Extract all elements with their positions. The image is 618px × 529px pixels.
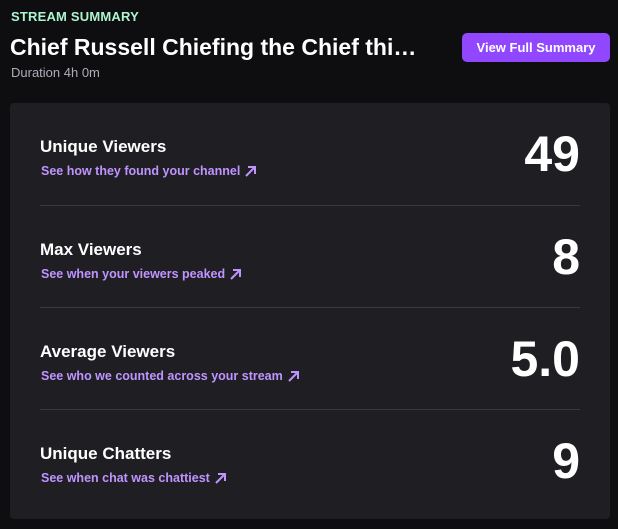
eyebrow: STREAM SUMMARY (11, 9, 139, 24)
stat-row: Max Viewers See when your viewers peaked 8 (40, 205, 580, 307)
stream-title: Chief Russell Chiefing the Chief thi… (10, 34, 417, 60)
stat-value: 49 (524, 126, 580, 182)
stat-link[interactable]: See how they found your channel (41, 164, 257, 178)
external-arrow-icon (288, 370, 299, 382)
stat-row: Average Viewers See who we counted across… (40, 307, 580, 409)
stat-link-text[interactable]: See when chat was chattiest (41, 471, 210, 485)
stat-label: Max Viewers (40, 240, 142, 259)
stat-link-text[interactable]: See when your viewers peaked (41, 267, 226, 281)
stat-label: Unique Viewers (40, 137, 167, 156)
stat-row: Unique Viewers See how they found your ch… (40, 103, 580, 204)
external-arrow-icon (245, 165, 257, 177)
stat-link-text[interactable]: See who we counted across your stream (41, 369, 283, 383)
external-arrow-icon (230, 268, 242, 280)
stat-link-text[interactable]: See how they found your channel (41, 164, 241, 178)
stat-label: Average Viewers (40, 342, 176, 361)
stat-link[interactable]: See when chat was chattiest (41, 471, 227, 485)
stat-link[interactable]: See when your viewers peaked (41, 267, 242, 281)
duration: Duration 4h 0m (11, 65, 100, 80)
stat-link[interactable]: See who we counted across your stream (41, 369, 300, 383)
stat-value: 5.0 (510, 331, 580, 387)
stat-row: Unique Chatters See when chat was chattie… (40, 409, 580, 511)
stat-label: Unique Chatters (40, 444, 172, 463)
view-summary-button[interactable]: View Full Summary (462, 33, 610, 62)
external-arrow-icon (215, 472, 226, 484)
stat-value: 8 (552, 229, 580, 285)
stat-value: 9 (552, 433, 580, 489)
stats-card: Unique Viewers See how they found your ch… (10, 103, 610, 519)
